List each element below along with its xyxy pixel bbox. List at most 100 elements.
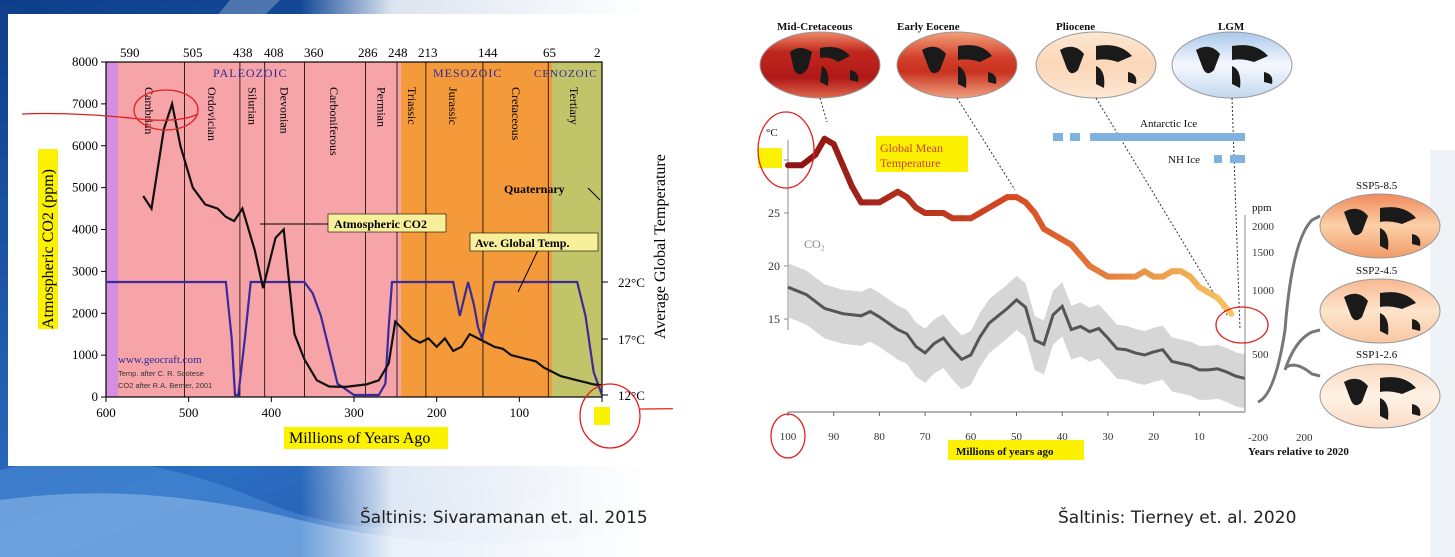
period-label: Triassic bbox=[405, 87, 419, 125]
top-tick: 248 bbox=[388, 45, 408, 60]
x-tick-label: 20 bbox=[1148, 431, 1160, 443]
x2-tick: -200 bbox=[1248, 432, 1269, 444]
website-label: www.geocraft.com bbox=[118, 354, 202, 366]
x-tick-label: 600 bbox=[96, 405, 116, 420]
y-tick-label: 2000 bbox=[72, 305, 98, 320]
top-tick: 2 bbox=[594, 45, 601, 60]
y30-highlight bbox=[758, 148, 782, 168]
future-projections bbox=[1257, 214, 1321, 404]
gmt-segment bbox=[812, 135, 828, 158]
series-co2-line bbox=[142, 99, 603, 389]
map-ssp2 bbox=[1319, 278, 1441, 344]
map-ssp1 bbox=[1319, 363, 1441, 429]
credit-temp: Temp. after C. R. Scotese bbox=[118, 369, 204, 378]
y-axis-label-right: Average Global Temperature bbox=[652, 154, 669, 339]
series-co2-line bbox=[787, 285, 1246, 380]
gmt-segment bbox=[1031, 210, 1047, 232]
co2-label: CO₂ bbox=[804, 237, 825, 251]
era-label-cenozoic: CENOZOIC bbox=[534, 68, 598, 80]
gmt-segment bbox=[839, 162, 855, 190]
y-tick-label: 3000 bbox=[72, 263, 98, 278]
map-title-lgm: LGM bbox=[1218, 21, 1245, 33]
top-tick: 590 bbox=[120, 45, 140, 60]
map-title-pliocene: Pliocene bbox=[1056, 21, 1095, 33]
x-tick-label: 30 bbox=[1102, 431, 1114, 443]
top-tick: 286 bbox=[358, 45, 378, 60]
top-tick: 408 bbox=[264, 45, 284, 60]
x-tick-label: 90 bbox=[828, 431, 840, 443]
x2-axis-label: Years relative to 2020 bbox=[1248, 446, 1349, 458]
y-tick-label: 7000 bbox=[72, 96, 98, 111]
y-tick-label: 4000 bbox=[72, 222, 98, 237]
era-label-paleozoic: PALEOZOIC bbox=[213, 66, 288, 80]
x-tick-label: 70 bbox=[920, 431, 932, 443]
period-label: Tertiary bbox=[567, 87, 581, 125]
x-tick-label: 100 bbox=[510, 405, 530, 420]
period-label: Devonian bbox=[278, 87, 292, 134]
antarctic-ice-label: Antarctic Ice bbox=[1140, 118, 1197, 130]
y-axis-label: Atmospheric CO2 (ppm) bbox=[40, 169, 57, 329]
x-tick-label: 200 bbox=[427, 405, 447, 420]
series-temperature-line bbox=[106, 280, 604, 397]
map-early-eocene bbox=[896, 31, 1018, 99]
map-lgm bbox=[1171, 31, 1293, 99]
band-precambrian bbox=[106, 62, 118, 397]
top-tick: 65 bbox=[543, 45, 556, 60]
x-tick-label: 400 bbox=[262, 405, 282, 420]
geologic-co2-temperature-chart: 590 505 438 408 360 286 248 213 144 65 2… bbox=[21, 45, 727, 449]
top-tick: 144 bbox=[478, 45, 498, 60]
period-label: Carboniferous bbox=[327, 87, 341, 156]
x-tick-label: 50 bbox=[1011, 431, 1023, 443]
co2-callout-box bbox=[327, 213, 447, 233]
y-tick-label: 25 bbox=[768, 206, 780, 220]
period-label: Cambrian bbox=[142, 87, 156, 134]
y-tick-label: 5000 bbox=[72, 180, 98, 195]
y-tick-label: 15 bbox=[768, 312, 780, 326]
temp-callout-box bbox=[469, 232, 599, 252]
period-label: Ordovician bbox=[205, 87, 219, 141]
x-axis-label: Millions of years ago bbox=[956, 446, 1054, 458]
map-mid-cretaceous bbox=[759, 31, 881, 99]
period-label: Jurassic bbox=[446, 87, 460, 125]
y-unit: °C bbox=[766, 127, 778, 139]
y-tick-label: 6000 bbox=[72, 138, 98, 153]
gmt-segment bbox=[1223, 305, 1235, 317]
x2-tick: 200 bbox=[1296, 432, 1313, 444]
zero-highlight bbox=[594, 407, 610, 425]
gmt-segment bbox=[830, 141, 846, 169]
scenario-ssp2: SSP2-4.5 bbox=[1356, 265, 1398, 277]
xlabel-highlight bbox=[284, 427, 448, 449]
period-label: Permian bbox=[374, 87, 388, 127]
x-tick-label: 80 bbox=[874, 431, 886, 443]
gmt-segment bbox=[848, 183, 865, 206]
period-label: Silurian bbox=[245, 87, 259, 125]
top-tick: 438 bbox=[233, 45, 253, 60]
ppm-tick: 2000 bbox=[1252, 221, 1275, 233]
period-label: Cretaceous bbox=[509, 87, 523, 141]
top-tick: 360 bbox=[304, 45, 324, 60]
ppm-tick: 500 bbox=[1252, 349, 1269, 361]
x-tick-label: 60 bbox=[965, 431, 977, 443]
ppm-tick: 1500 bbox=[1252, 247, 1275, 259]
right-tick-22: 22°C bbox=[618, 275, 645, 290]
cenozoic-temperature-chart: Mid-Cretaceous Early Eocene Pliocene LGM… bbox=[757, 21, 1441, 460]
right-chart-panel: Mid-Cretaceous Early Eocene Pliocene LGM… bbox=[700, 0, 1455, 470]
scenario-ssp1: SSP1-2.6 bbox=[1356, 349, 1398, 361]
x-tick-label: 500 bbox=[179, 405, 199, 420]
co2-uncertainty-band bbox=[788, 263, 1245, 409]
x-tick-label: 10 bbox=[1194, 431, 1206, 443]
right-tick-17: 17°C bbox=[618, 332, 645, 347]
gmt-highlight bbox=[876, 136, 968, 172]
y-tick-label: 8000 bbox=[72, 54, 98, 69]
x-axis-label: Millions of Years Ago bbox=[289, 430, 430, 447]
x-tick-label: 300 bbox=[344, 405, 364, 420]
map-ssp5 bbox=[1319, 193, 1441, 259]
nh-ice-label: NH Ice bbox=[1168, 154, 1200, 166]
top-axis: 590 505 438 408 360 286 248 213 144 65 2 bbox=[120, 45, 601, 60]
ylabel-highlight bbox=[38, 149, 58, 329]
x-tick-label: 40 bbox=[1057, 431, 1069, 443]
top-tick: 505 bbox=[183, 45, 203, 60]
x-tick-label: 100 bbox=[780, 431, 797, 443]
caption-left: Šaltinis: Sivaramanan et. al. 2015 bbox=[360, 508, 648, 528]
era-label-mesozoic: MESOZOIC bbox=[433, 66, 502, 80]
